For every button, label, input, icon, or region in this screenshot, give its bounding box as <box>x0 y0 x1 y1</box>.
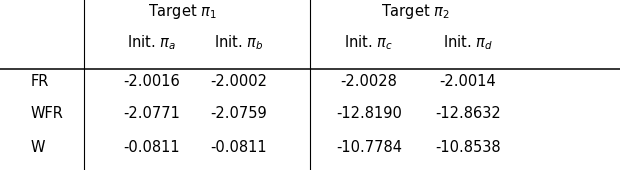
Text: -2.0002: -2.0002 <box>210 74 267 89</box>
Text: -12.8632: -12.8632 <box>435 106 501 121</box>
Text: -10.8538: -10.8538 <box>435 140 501 155</box>
Text: FR: FR <box>31 74 50 89</box>
Text: -2.0028: -2.0028 <box>340 74 397 89</box>
Text: -2.0759: -2.0759 <box>210 106 267 121</box>
Text: Init. $\pi_d$: Init. $\pi_d$ <box>443 33 493 52</box>
Text: Init. $\pi_a$: Init. $\pi_a$ <box>127 33 177 52</box>
Text: W: W <box>31 140 45 155</box>
Text: WFR: WFR <box>31 106 64 121</box>
Text: -10.7784: -10.7784 <box>336 140 402 155</box>
Text: -2.0014: -2.0014 <box>440 74 497 89</box>
Text: Target $\pi_1$: Target $\pi_1$ <box>148 2 218 21</box>
Text: Init. $\pi_c$: Init. $\pi_c$ <box>344 33 394 52</box>
Text: -2.0771: -2.0771 <box>123 106 180 121</box>
Text: Init. $\pi_b$: Init. $\pi_b$ <box>214 33 264 52</box>
Text: -0.0811: -0.0811 <box>210 140 267 155</box>
Text: -12.8190: -12.8190 <box>336 106 402 121</box>
Text: -0.0811: -0.0811 <box>123 140 180 155</box>
Text: Target $\pi_2$: Target $\pi_2$ <box>381 2 450 21</box>
Text: -2.0016: -2.0016 <box>123 74 180 89</box>
